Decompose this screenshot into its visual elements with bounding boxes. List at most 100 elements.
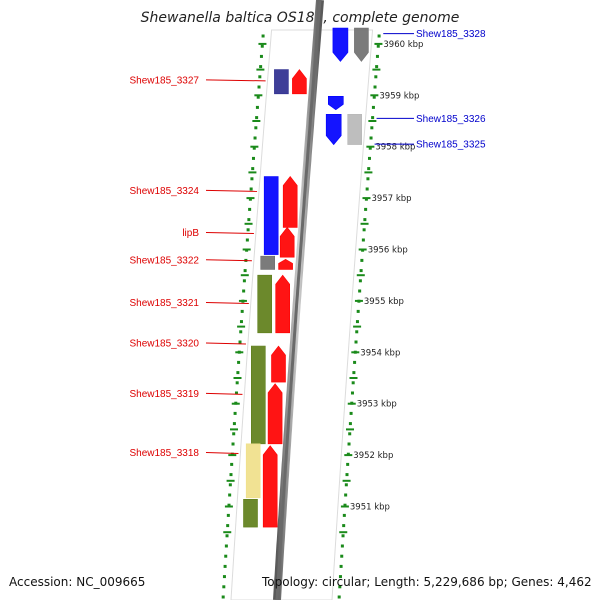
- ruler-dot: [341, 534, 345, 538]
- ruler-dot: [228, 493, 232, 497]
- accession-text: Accession: NC_009665: [9, 575, 146, 589]
- ruler-dot: [251, 156, 255, 160]
- ruler-dot: [239, 330, 243, 334]
- ruler-dot: [376, 44, 380, 48]
- ruler-dot: [375, 65, 379, 69]
- ruler-dot: [375, 54, 379, 58]
- ruler-dot: [340, 554, 344, 558]
- ruler-dot: [367, 167, 371, 171]
- feature-outer-rev: [327, 96, 344, 111]
- feature-inner-fwd: [278, 258, 293, 270]
- ruler-dot: [355, 330, 359, 334]
- ruler-dot: [237, 360, 241, 364]
- ruler-dot: [242, 279, 246, 283]
- kbp-tick-label: 3960 kbp: [383, 40, 423, 50]
- ruler-dot: [232, 432, 236, 436]
- ruler-dot: [373, 85, 377, 89]
- kbp-tick-label: 3956 kbp: [368, 246, 408, 256]
- feature-inner-fwd: [262, 445, 278, 528]
- gene-label: Shew185_3321: [129, 298, 199, 309]
- ruler-dot: [259, 65, 263, 69]
- ruler-dot: [364, 207, 368, 211]
- ruler-dot: [361, 238, 365, 242]
- gene-label: Shew185_3326: [416, 114, 486, 125]
- ruler-dot: [359, 269, 363, 273]
- gene-label: Shew185_3320: [129, 339, 199, 350]
- gene-leader-line: [205, 79, 266, 82]
- ruler-dot: [251, 167, 255, 171]
- genome-backbone: [273, 0, 324, 600]
- ruler-dot: [231, 442, 235, 446]
- gene-leader-line: [205, 301, 249, 304]
- gene-labels: Shew185_3328 Shew185_3327 Shew185_3326 Shew…: [129, 29, 485, 459]
- gene-label: Shew185_3322: [129, 255, 199, 266]
- ruler-dot: [221, 595, 225, 599]
- ruler-dot: [236, 371, 240, 375]
- ruler-dot: [250, 177, 254, 181]
- ruler-dot: [372, 95, 376, 99]
- ruler-dot: [348, 422, 352, 426]
- ruler-dot: [356, 309, 360, 313]
- ruler-dot: [366, 177, 370, 181]
- ruler-dot: [342, 524, 346, 528]
- feature-outer-rev: [325, 114, 342, 146]
- ruler-dot: [260, 44, 264, 48]
- gene-label: Shew185_3325: [416, 140, 486, 151]
- ruler-dot: [371, 105, 375, 109]
- feature-tracks: [243, 27, 369, 528]
- ruler-dot: [230, 462, 234, 466]
- feature-inner-cog: [260, 255, 276, 270]
- ruler-dot: [233, 411, 237, 415]
- ruler-dot: [348, 432, 352, 436]
- gene-label: Shew185_3328: [416, 29, 486, 40]
- gene-leader-line: [205, 259, 252, 262]
- ruler-dot: [364, 197, 368, 201]
- ruler-dot: [351, 381, 355, 385]
- ruler-dot: [228, 483, 232, 487]
- ruler-dot: [254, 126, 258, 130]
- ruler-dot: [367, 156, 371, 160]
- ruler-dot: [365, 187, 369, 191]
- ruler-dot: [232, 422, 236, 426]
- feature-inner-cog: [251, 345, 266, 445]
- feature-inner-cog: [245, 443, 261, 499]
- feature-inner-fwd: [282, 176, 298, 228]
- ruler-dot: [238, 340, 242, 344]
- ruler-dot: [358, 279, 362, 283]
- feature-inner-fwd: [292, 69, 307, 95]
- ruler-dot: [338, 575, 342, 579]
- ruler-dot: [363, 218, 367, 222]
- ruler-dot: [222, 575, 226, 579]
- ruler-dot: [223, 564, 227, 568]
- feature-inner-cog: [263, 176, 279, 255]
- ruler-dot: [377, 34, 381, 38]
- feature-inner-fwd: [275, 274, 291, 334]
- ruler-dot: [239, 320, 243, 324]
- backbone-core: [275, 0, 322, 600]
- ruler-dot: [234, 391, 238, 395]
- ruler-dot: [350, 391, 354, 395]
- ruler-dot: [345, 473, 349, 477]
- ruler-dot: [358, 289, 362, 293]
- ruler-dot: [347, 442, 351, 446]
- kbp-tick-label: 3954 kbp: [360, 348, 400, 358]
- ruler-dot: [371, 116, 375, 120]
- ruler-dot: [224, 554, 228, 558]
- ruler-dot: [352, 371, 356, 375]
- feature-outer-rev: [332, 27, 349, 62]
- ruler-dot: [226, 524, 230, 528]
- feature-inner-cog: [243, 498, 258, 528]
- ruler-dot: [235, 381, 239, 385]
- ruler-dot: [368, 146, 372, 150]
- feature-inner-fwd: [279, 226, 295, 258]
- ruler-dot: [344, 483, 348, 487]
- kbp-tick-label: 3958 kbp: [375, 143, 415, 153]
- ruler-dot: [255, 105, 259, 109]
- ruler-dot: [354, 340, 358, 344]
- ruler-dot: [353, 360, 357, 364]
- gene-leader-line: [205, 452, 239, 455]
- ruler-dot: [374, 75, 378, 79]
- ruler-dot: [246, 228, 250, 232]
